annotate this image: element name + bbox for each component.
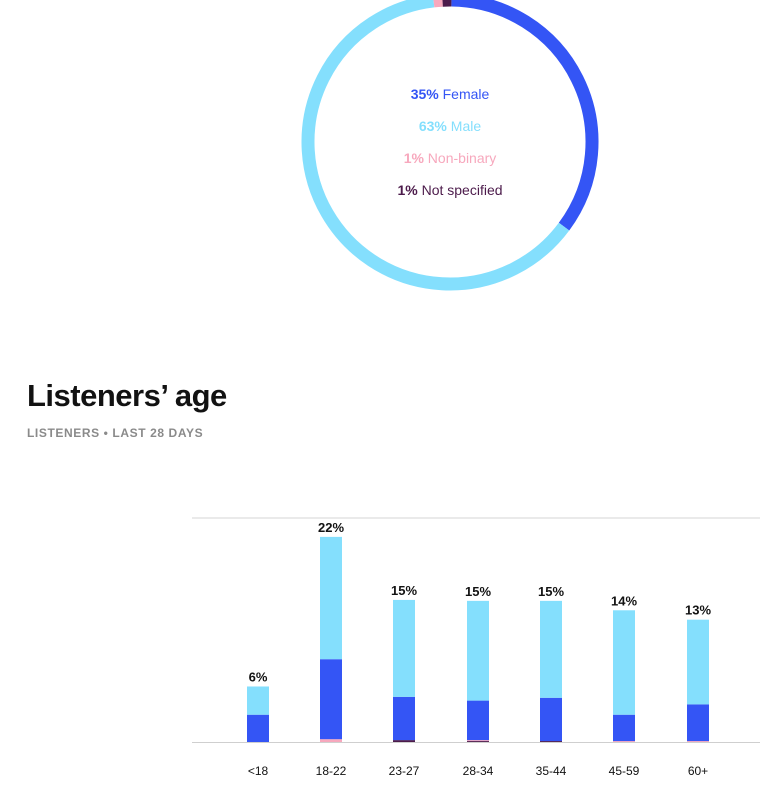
bar-segment-non-binary [467, 740, 489, 742]
legend-label: Non-binary [423, 150, 497, 166]
donut-slice-female [451, 0, 599, 231]
legend-label: Male [446, 118, 482, 134]
donut-slice-non-binary [433, 0, 443, 8]
bar-segment-male [320, 536, 342, 660]
legend-item-male: 63% Male [419, 117, 481, 135]
bar-data-label: 22% [318, 520, 344, 535]
legend-pct: 1% [397, 182, 418, 198]
x-tick-label: 28-34 [463, 764, 494, 778]
bar-segment-female [687, 704, 709, 742]
x-tick-label: 35-44 [536, 764, 567, 778]
bar-segment-female [393, 696, 415, 741]
bar-segment-not-specified [393, 740, 415, 742]
bar-segment-male [247, 686, 269, 715]
x-tick-label: 45-59 [609, 764, 640, 778]
bar-segment-male [687, 619, 709, 705]
bar-segment-female [247, 714, 269, 742]
bar-data-label: 15% [391, 583, 417, 598]
bar-data-label: 15% [538, 584, 564, 599]
legend-pct: 63% [418, 118, 447, 134]
bar-group [247, 686, 269, 742]
bar-segment-male [393, 599, 415, 697]
bar-data-label: 15% [465, 584, 491, 599]
bar-group [540, 600, 562, 742]
bar-data-label: 6% [249, 669, 268, 684]
bar-segment-female [320, 659, 342, 740]
bar-group [467, 600, 489, 742]
age-bar-chart: 6% <18 22% 18-22 15% 23-27 15% 28-34 15% 35-44 14%… [192, 517, 760, 778]
bar-data-label: 14% [611, 593, 637, 608]
x-tick-label: 23-27 [389, 764, 420, 778]
x-tick-label: <18 [248, 764, 269, 778]
legend-pct: 1% [403, 150, 424, 166]
bar-segment-non-binary [320, 739, 342, 742]
gender-donut-chart: 35% Female 63% Male 1% Non-binary 1% Not sp… [295, 0, 605, 297]
x-tick-label: 60+ [688, 764, 708, 778]
bar-group [320, 536, 342, 742]
legend-item-female: 35% Female [411, 85, 490, 103]
bar-data-label: 13% [685, 603, 711, 618]
age-chart-subtitle: LISTENERS • LAST 28 DAYS [27, 426, 204, 440]
bar-group [687, 619, 709, 742]
bar-segment-female [540, 697, 562, 742]
bar-segment-not-specified [467, 741, 489, 742]
bar-segment-not-specified [540, 741, 562, 742]
x-tick-label: 18-22 [316, 764, 347, 778]
legend-item-non-binary: 1% Non-binary [404, 149, 497, 167]
gender-donut-svg [301, 0, 599, 291]
bar-segment-female [613, 714, 635, 742]
bar-segment-non-binary [613, 741, 635, 742]
gender-legend: 35% Female 63% Male 1% Non-binary 1% Not sp… [295, 0, 605, 297]
bar-group [393, 599, 415, 742]
donut-slice-male [301, 0, 570, 291]
legend-label: Female [438, 86, 490, 102]
legend-label: Not specified [417, 182, 503, 198]
bar-segment-male [467, 600, 489, 701]
age-chart-title: Listeners’ age [27, 378, 227, 413]
bar-segment-male [613, 610, 635, 715]
bar-group [613, 610, 635, 742]
bar-segment-male [540, 600, 562, 698]
legend-pct: 35% [410, 86, 439, 102]
bar-segment-female [467, 700, 489, 741]
legend-item-not-specified: 1% Not specified [397, 181, 502, 199]
bar-segment-non-binary [687, 741, 709, 742]
